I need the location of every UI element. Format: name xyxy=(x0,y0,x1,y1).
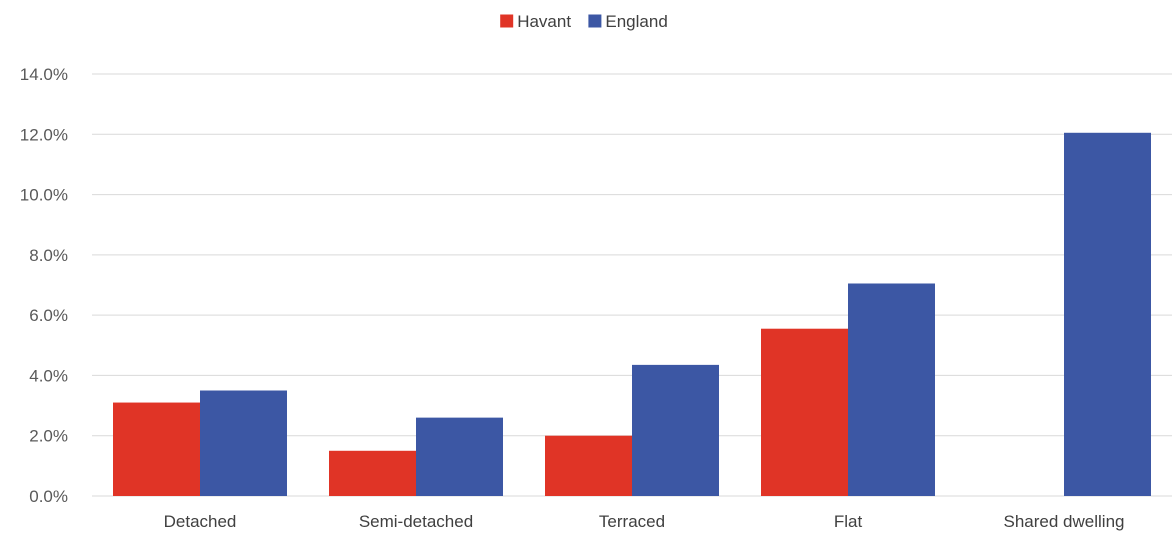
y-axis-ticks: 0.0% 2.0% 4.0% 6.0% 8.0% 10.0% 12.0% 14.0% xyxy=(20,65,68,506)
x-category-label: Flat xyxy=(834,512,863,531)
bar-england-detached xyxy=(200,390,287,496)
bar-havant-semi-detached xyxy=(329,450,416,496)
bar-england-flat xyxy=(848,283,935,496)
y-tick-label: 10.0% xyxy=(20,186,68,205)
bar-england-semi-detached xyxy=(416,417,503,496)
y-tick-label: 12.0% xyxy=(20,125,68,144)
y-tick-label: 2.0% xyxy=(29,427,68,446)
legend-swatch-england xyxy=(588,14,602,28)
legend-label-havant: Havant xyxy=(517,12,571,31)
y-tick-label: 6.0% xyxy=(29,306,68,325)
x-axis-ticks: Detached Semi-detached Terraced Flat Shared … xyxy=(164,512,1125,531)
bar-england-shared-dwelling xyxy=(1064,132,1151,496)
x-category-label: Shared dwelling xyxy=(1004,512,1125,531)
x-category-label: Detached xyxy=(164,512,237,531)
y-tick-label: 14.0% xyxy=(20,65,68,84)
y-tick-label: 4.0% xyxy=(29,366,68,385)
y-tick-label: 8.0% xyxy=(29,246,68,265)
bar-havant-flat xyxy=(761,328,848,496)
x-category-label: Terraced xyxy=(599,512,665,531)
legend-label-england: England xyxy=(605,12,667,31)
bar-havant-detached xyxy=(113,402,200,496)
bar-havant-terraced xyxy=(545,435,632,496)
y-tick-label: 0.0% xyxy=(29,487,68,506)
x-category-label: Semi-detached xyxy=(359,512,473,531)
legend: Havant England xyxy=(500,12,668,31)
bar-england-terraced xyxy=(632,364,719,496)
legend-swatch-havant xyxy=(500,14,514,28)
bars xyxy=(113,132,1151,496)
